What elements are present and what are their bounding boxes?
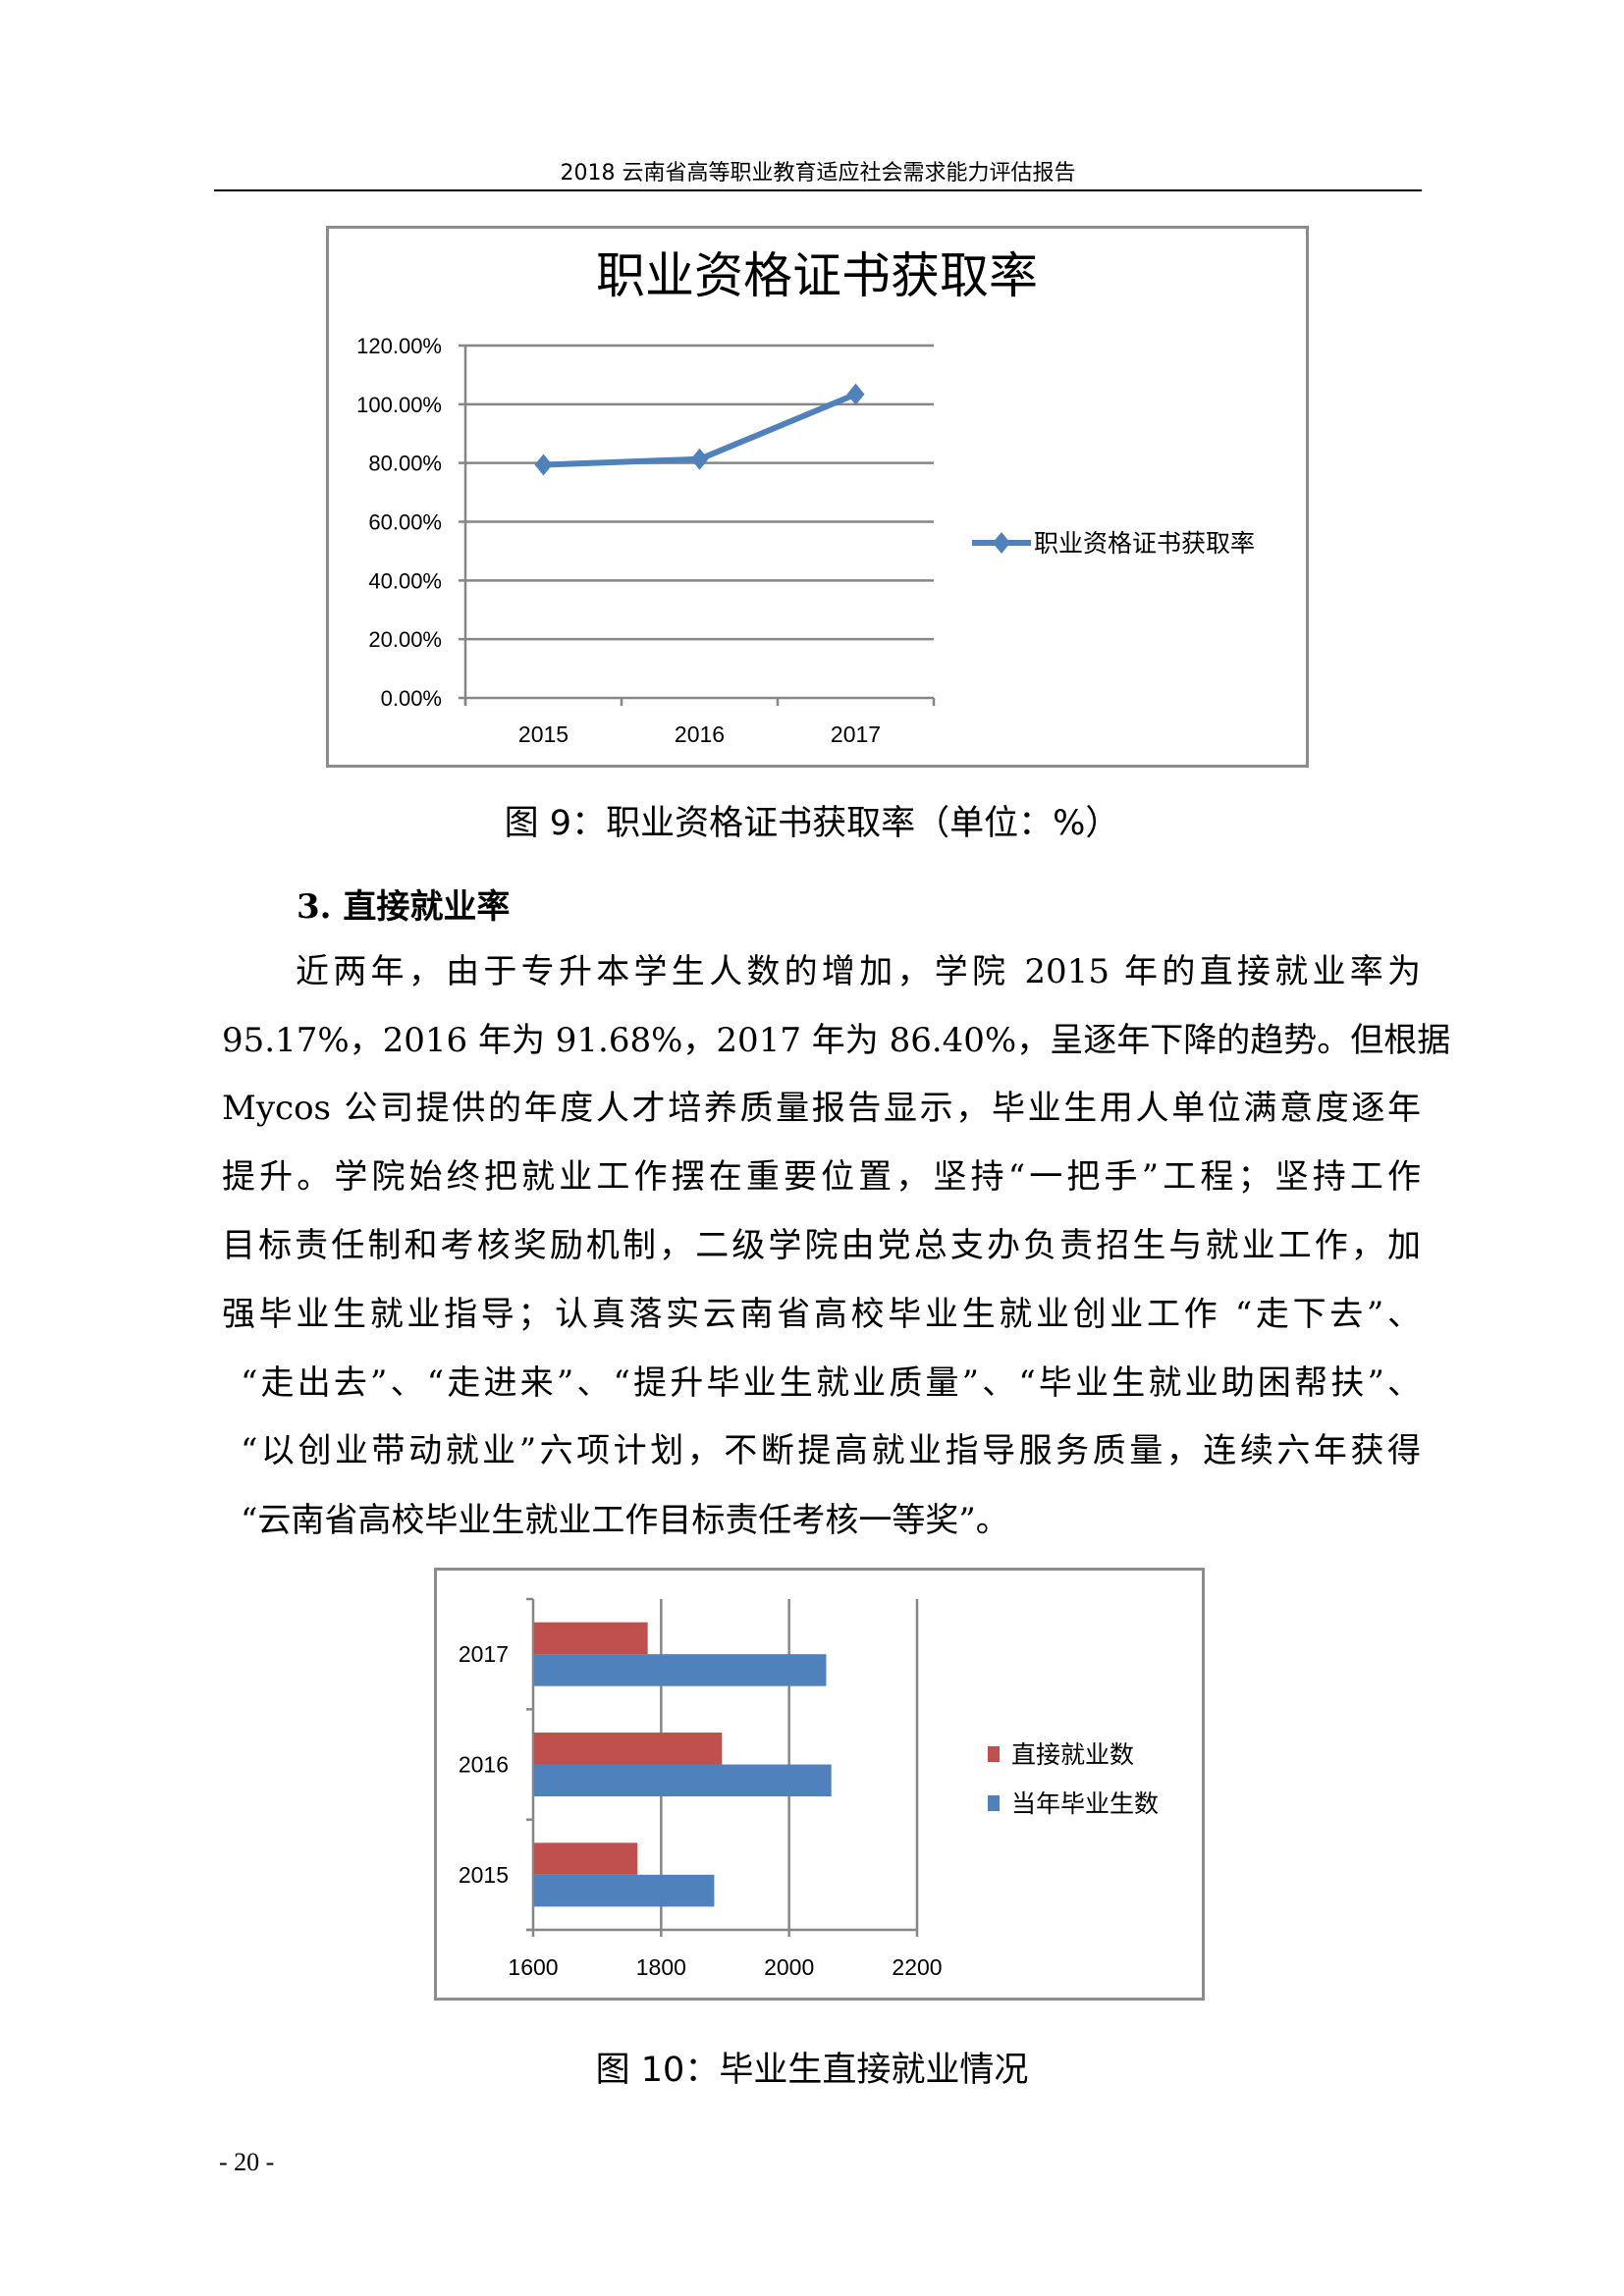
paragraph-line: Mycos 公司提供的年度人才培养质量报告显示，毕业生用人单位满意度逐年 bbox=[222, 1089, 1421, 1128]
y-tick-label: 2017 bbox=[459, 1641, 509, 1667]
x-tick-label: 2017 bbox=[831, 721, 881, 747]
legend-label: 直接就业数 bbox=[1011, 1741, 1134, 1769]
bar-graduates bbox=[534, 1874, 715, 1907]
paragraph-line: “走出去”、“走进来”、“提升毕业生就业质量”、“毕业生就业助困帮扶”、 bbox=[241, 1363, 1421, 1403]
paragraph-line: 强毕业生就业指导；认真落实云南省高校毕业生就业创业工作 “走下去”、 bbox=[222, 1295, 1421, 1334]
header-divider bbox=[214, 189, 1422, 191]
x-tick-label: 1600 bbox=[508, 1954, 558, 1980]
paragraph-line: 目标责任制和考核奖励机制，二级学院由党总支办负责招生与就业工作，加 bbox=[222, 1226, 1421, 1265]
data-point-marker bbox=[534, 454, 553, 476]
data-point-marker bbox=[846, 383, 865, 405]
y-tick-label: 0.00% bbox=[381, 686, 442, 711]
y-tick-label: 2016 bbox=[459, 1752, 509, 1778]
legend-swatch bbox=[988, 1746, 1000, 1762]
paragraph-line: “云南省高校毕业生就业工作目标责任考核一等奖”。 bbox=[241, 1501, 1009, 1540]
paragraph-line: “以创业带动就业”六项计划，不断提高就业指导服务质量，连续六年获得 bbox=[241, 1431, 1421, 1470]
bar-direct-employment bbox=[534, 1842, 638, 1875]
line-chart-svg: 职业资格证书获取率 0.00% 20.00% 40.00% 60.00% 80.00% 10… bbox=[356, 248, 1255, 747]
bar-graduates bbox=[534, 1654, 827, 1686]
y-tick-label: 80.00% bbox=[368, 452, 442, 476]
y-tick-label: 100.00% bbox=[356, 393, 442, 417]
running-header: 2018 云南省高等职业教育适应社会需求能力评估报告 bbox=[560, 161, 1076, 186]
section-heading: 3. 直接就业率 bbox=[297, 887, 511, 927]
legend-label: 职业资格证书获取率 bbox=[1034, 530, 1255, 558]
y-tick-label: 20.00% bbox=[368, 627, 442, 652]
legend-label: 当年毕业生数 bbox=[1011, 1790, 1159, 1818]
paragraph-line: 近两年，由于专升本学生人数的增加，学院 2015 年的直接就业率为 bbox=[296, 952, 1421, 991]
y-tick-label: 120.00% bbox=[356, 334, 442, 358]
y-tick-label: 40.00% bbox=[368, 568, 442, 593]
figure-10-caption: 图 10：毕业生直接就业情况 bbox=[595, 2051, 1029, 2090]
legend-marker bbox=[993, 532, 1010, 554]
paragraph-line: 95.17%，2016 年为 91.68%，2017 年为 86.40%，呈逐年… bbox=[222, 1021, 1451, 1060]
figure-9-caption: 图 9：职业资格证书获取率（单位：%） bbox=[504, 804, 1120, 843]
x-tick-label: 1800 bbox=[636, 1954, 686, 1980]
chart-title: 职业资格证书获取率 bbox=[596, 248, 1038, 303]
y-tick-label: 60.00% bbox=[368, 510, 442, 535]
bar-direct-employment bbox=[534, 1622, 648, 1655]
x-tick-label: 2200 bbox=[892, 1954, 942, 1980]
page-number: - 20 - bbox=[219, 2148, 275, 2176]
bar-graduates bbox=[534, 1764, 832, 1796]
legend-swatch bbox=[988, 1795, 1000, 1811]
x-tick-label: 2016 bbox=[675, 721, 725, 747]
chart-certificate-rate bbox=[326, 226, 1309, 768]
data-point-marker bbox=[690, 448, 709, 470]
x-tick-label: 2000 bbox=[764, 1954, 814, 1980]
paragraph-line: 提升。学院始终把就业工作摆在重要位置，坚持“一把手”工程；坚持工作 bbox=[222, 1157, 1421, 1197]
x-tick-label: 2015 bbox=[518, 721, 568, 747]
y-tick-label: 2015 bbox=[459, 1862, 509, 1888]
bar-direct-employment bbox=[534, 1733, 723, 1765]
